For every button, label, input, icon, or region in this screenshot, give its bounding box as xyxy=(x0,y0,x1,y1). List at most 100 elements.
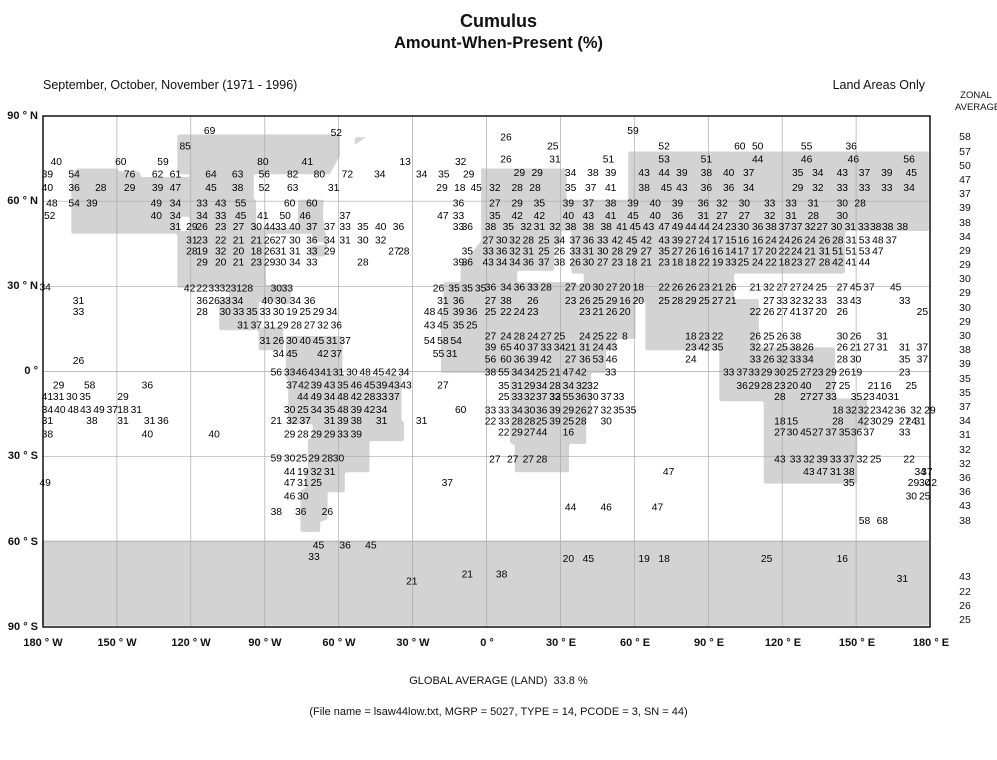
svg-text:18: 18 xyxy=(117,405,129,416)
svg-text:14: 14 xyxy=(725,246,737,257)
svg-text:68: 68 xyxy=(877,516,889,527)
svg-text:39: 39 xyxy=(485,343,497,354)
svg-text:25: 25 xyxy=(538,235,550,246)
svg-text:43: 43 xyxy=(774,454,786,465)
svg-text:35: 35 xyxy=(613,405,625,416)
svg-text:29: 29 xyxy=(308,454,320,465)
svg-text:18: 18 xyxy=(658,554,670,565)
svg-text:23: 23 xyxy=(870,405,882,416)
svg-text:32: 32 xyxy=(455,157,467,168)
svg-text:42: 42 xyxy=(317,349,329,360)
svg-text:32: 32 xyxy=(858,405,870,416)
svg-text:60: 60 xyxy=(734,141,746,152)
svg-text:29: 29 xyxy=(761,368,773,379)
svg-text:26: 26 xyxy=(839,368,851,379)
svg-text:25: 25 xyxy=(554,331,566,342)
svg-text:31: 31 xyxy=(534,222,546,233)
svg-text:26: 26 xyxy=(685,283,697,294)
svg-text:29: 29 xyxy=(264,258,276,269)
svg-text:30: 30 xyxy=(289,235,301,246)
svg-text:27: 27 xyxy=(597,258,609,269)
svg-text:31: 31 xyxy=(808,198,820,209)
svg-text:33: 33 xyxy=(337,430,349,441)
svg-text:52: 52 xyxy=(259,183,271,194)
svg-text:21: 21 xyxy=(406,576,418,587)
svg-text:37: 37 xyxy=(538,258,550,269)
svg-text:31: 31 xyxy=(324,467,336,478)
svg-text:54: 54 xyxy=(68,198,80,209)
svg-text:25: 25 xyxy=(698,296,710,307)
svg-text:39: 39 xyxy=(337,416,349,427)
svg-text:36: 36 xyxy=(304,296,316,307)
svg-text:64: 64 xyxy=(205,169,217,180)
svg-text:24: 24 xyxy=(802,283,814,294)
svg-text:35: 35 xyxy=(462,283,474,294)
svg-text:27: 27 xyxy=(437,381,449,392)
svg-text:31: 31 xyxy=(914,417,926,428)
svg-text:36: 36 xyxy=(851,428,863,439)
svg-text:18: 18 xyxy=(685,331,697,342)
svg-text:23: 23 xyxy=(612,258,624,269)
svg-text:27: 27 xyxy=(672,246,684,257)
svg-text:23: 23 xyxy=(812,368,824,379)
svg-text:31: 31 xyxy=(131,405,143,416)
svg-text:47: 47 xyxy=(658,222,670,233)
svg-text:60: 60 xyxy=(455,405,467,416)
svg-text:15: 15 xyxy=(725,235,737,246)
svg-text:37: 37 xyxy=(339,336,351,347)
svg-text:21: 21 xyxy=(725,296,737,307)
svg-text:29: 29 xyxy=(563,405,575,416)
svg-text:28: 28 xyxy=(322,454,334,465)
svg-text:26: 26 xyxy=(819,235,831,246)
svg-text:28: 28 xyxy=(575,417,587,428)
svg-text:37: 37 xyxy=(743,168,755,179)
svg-text:32: 32 xyxy=(910,405,922,416)
svg-text:33: 33 xyxy=(785,198,797,209)
svg-text:24: 24 xyxy=(752,258,764,269)
svg-text:38: 38 xyxy=(870,222,882,233)
svg-text:33: 33 xyxy=(569,246,581,257)
svg-text:29: 29 xyxy=(626,246,638,257)
svg-text:33: 33 xyxy=(284,367,296,378)
svg-text:30: 30 xyxy=(906,491,918,502)
svg-text:32: 32 xyxy=(509,246,521,257)
svg-text:58: 58 xyxy=(437,336,449,347)
svg-text:33: 33 xyxy=(790,454,802,465)
svg-text:37: 37 xyxy=(863,283,875,294)
svg-text:52: 52 xyxy=(331,128,343,139)
svg-text:33: 33 xyxy=(498,405,510,416)
svg-text:29: 29 xyxy=(117,392,129,403)
svg-text:46: 46 xyxy=(801,155,813,166)
svg-text:20: 20 xyxy=(619,307,631,318)
svg-text:39: 39 xyxy=(563,198,575,209)
svg-text:33: 33 xyxy=(196,198,208,209)
svg-text:33: 33 xyxy=(511,392,523,403)
svg-text:32: 32 xyxy=(524,392,536,403)
svg-text:35: 35 xyxy=(503,222,515,233)
svg-text:37: 37 xyxy=(299,416,311,427)
svg-text:31: 31 xyxy=(583,246,595,257)
svg-text:36: 36 xyxy=(339,541,351,552)
svg-text:34: 34 xyxy=(232,296,244,307)
svg-text:37: 37 xyxy=(583,198,595,209)
svg-text:28: 28 xyxy=(761,381,773,392)
svg-text:17: 17 xyxy=(712,235,724,246)
svg-text:34: 34 xyxy=(324,235,336,246)
svg-text:27: 27 xyxy=(790,283,802,294)
svg-text:33: 33 xyxy=(527,283,539,294)
svg-text:26: 26 xyxy=(791,235,803,246)
svg-text:43: 43 xyxy=(324,381,336,392)
svg-text:33: 33 xyxy=(750,355,762,366)
svg-text:29: 29 xyxy=(748,381,760,392)
svg-text:30: 30 xyxy=(357,235,369,246)
svg-text:35: 35 xyxy=(489,211,501,222)
svg-text:33: 33 xyxy=(825,392,837,403)
svg-text:31: 31 xyxy=(53,392,65,403)
svg-text:28: 28 xyxy=(774,392,786,403)
svg-text:26: 26 xyxy=(569,258,581,269)
svg-text:34: 34 xyxy=(290,296,302,307)
svg-text:25: 25 xyxy=(538,246,550,257)
svg-text:38: 38 xyxy=(897,222,909,233)
svg-text:25: 25 xyxy=(299,307,311,318)
svg-text:24: 24 xyxy=(765,235,777,246)
